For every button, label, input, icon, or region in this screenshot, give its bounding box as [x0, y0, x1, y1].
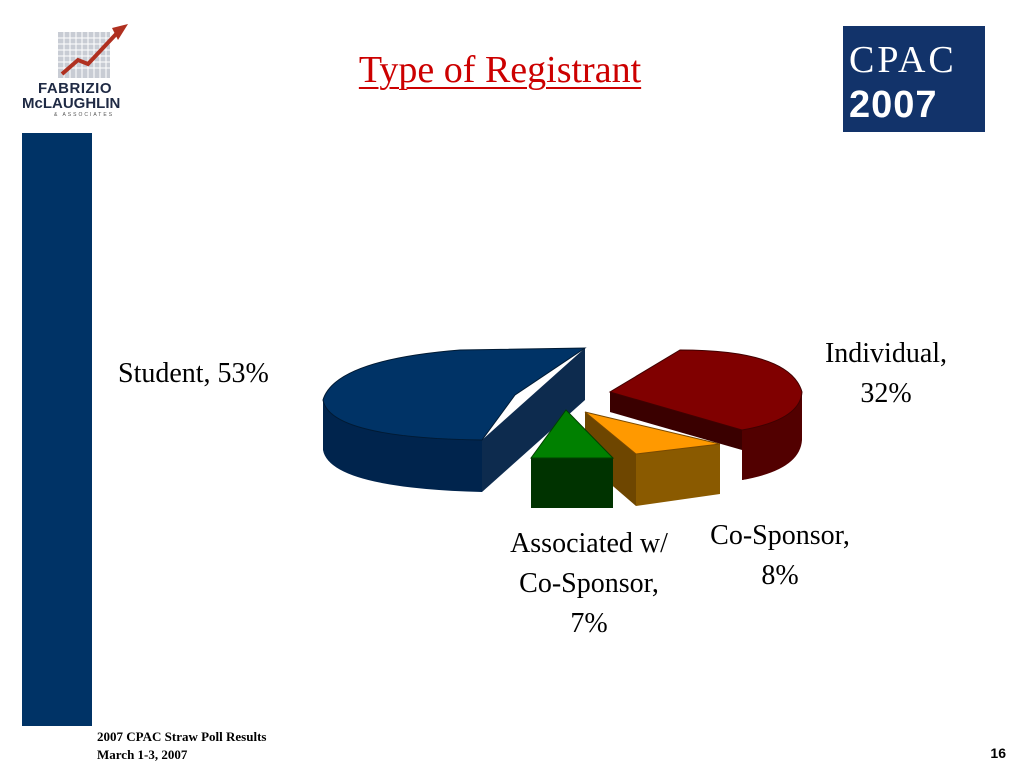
sidebar-bar	[22, 133, 92, 726]
student-slice-side	[323, 400, 482, 492]
cpac-logo-text: CPAC	[849, 39, 957, 81]
data-label-individual-name: Individual,	[824, 338, 948, 369]
pie-slice-individual	[608, 349, 803, 480]
pie-slice-associated	[530, 409, 615, 508]
associated-slice-top	[530, 409, 615, 459]
page-title: Type of Registrant	[358, 49, 642, 91]
logo-grid-arrow-icon	[58, 24, 128, 78]
data-label-associated: Associated w/ Co-Sponsor, 7%	[484, 524, 694, 644]
associated-slice-front	[531, 458, 613, 508]
footer: 2007 CPAC Straw Poll Results March 1-3, …	[97, 728, 266, 764]
data-label-cosponsor-value: 8%	[761, 560, 799, 591]
fabrizio-mclaughlin-logo: FABRIZIO McLAUGHLIN & ASSOCIATES	[18, 20, 168, 120]
cpac-2007-logo: CPAC 2007	[843, 26, 985, 132]
data-label-cosponsor-name: Co-Sponsor,	[710, 520, 850, 551]
footer-title: 2007 CPAC Straw Poll Results	[97, 729, 267, 744]
data-label-associated-name-2: Co-Sponsor,	[519, 568, 659, 599]
student-slice-top	[322, 347, 587, 441]
logo-line-3: & ASSOCIATES	[54, 112, 115, 118]
footer-date: March 1-3, 2007	[97, 747, 188, 762]
individual-slice-left-face	[610, 392, 742, 450]
data-label-associated-name-1: Associated w/	[510, 528, 668, 559]
student-slice-front-wedge	[482, 348, 585, 492]
cpac-logo-year: 2007	[849, 84, 938, 126]
cosponsor-slice-top	[584, 411, 721, 455]
logo-line-2: McLAUGHLIN	[22, 95, 121, 112]
pie-slice-student	[322, 347, 587, 492]
cosponsor-slice-front	[636, 444, 720, 506]
data-label-individual-value: 32%	[860, 378, 912, 409]
individual-slice-top	[608, 349, 803, 431]
logo-line-1: FABRIZIO	[38, 80, 112, 97]
page-number: 16	[990, 745, 1006, 761]
data-label-associated-value: 7%	[570, 608, 608, 639]
data-label-student: Student, 53%	[118, 358, 269, 389]
data-label-cosponsor: Co-Sponsor, 8%	[682, 516, 878, 596]
data-label-individual: Individual, 32%	[798, 334, 974, 414]
